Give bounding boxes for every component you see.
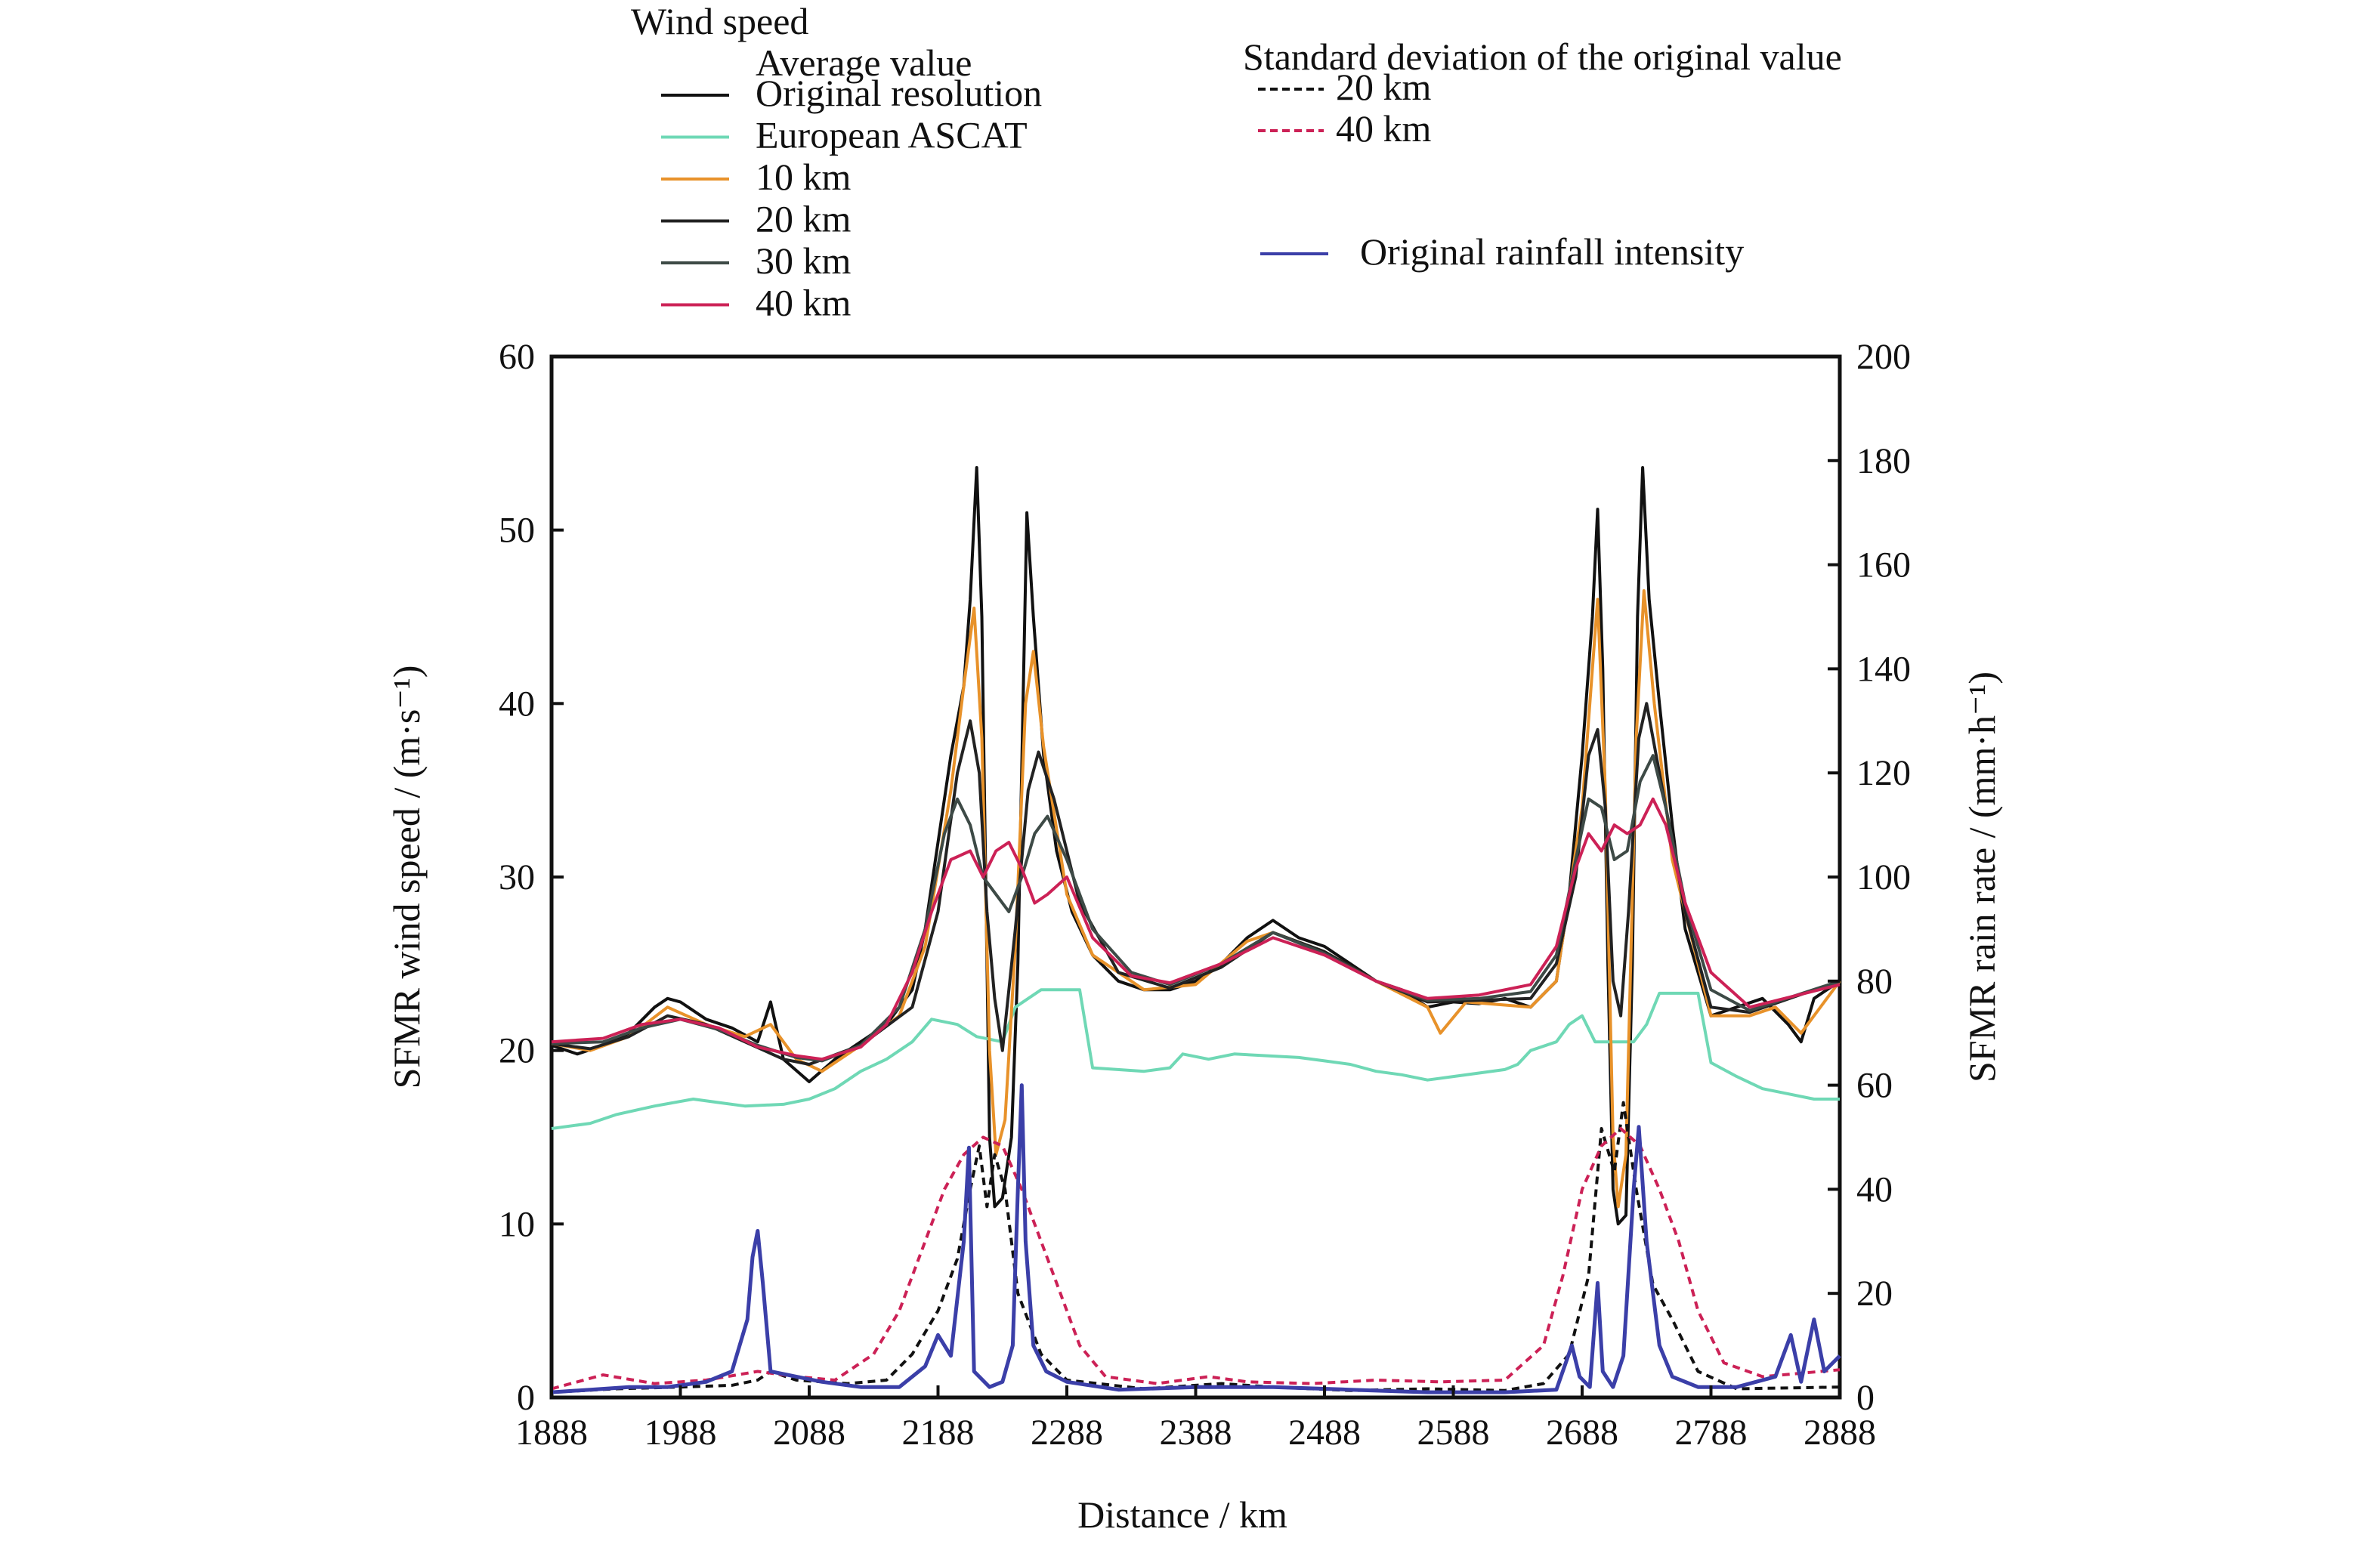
y-left-tick-label: 50 — [499, 511, 535, 551]
legend-label-std-40-km: 40 km — [1336, 107, 1432, 150]
y-left-tick-label: 10 — [499, 1204, 535, 1244]
x-axis: 1888 1988 2088 2188 2288 2388 2488 2588 2688 2788… — [515, 1385, 1876, 1453]
x-tick-label: 2788 — [1675, 1413, 1748, 1453]
x-tick-label: 1888 — [515, 1413, 588, 1453]
y-right-tick-label: 140 — [1856, 649, 1911, 689]
y-left-tick-label: 0 — [517, 1378, 535, 1418]
legend-label-avg-10-km: 10 km — [756, 156, 852, 198]
y-left-tick-label: 60 — [499, 337, 535, 377]
y-left-tick-label: 40 — [499, 684, 535, 724]
legend-label-avg-40-km: 40 km — [756, 282, 852, 324]
series-line-avg-10-km — [551, 589, 1841, 1209]
series-line-avg-20-km — [551, 702, 1841, 1066]
y-right-tick-label: 120 — [1856, 753, 1911, 793]
y-axis-right-label: SFMR rain rate / (mm·h⁻¹) — [1961, 672, 2003, 1082]
x-tick-label: 2888 — [1804, 1413, 1876, 1453]
y-axis-left: 0 10 20 30 40 50 60 — [499, 337, 564, 1418]
y-left-tick-label: 20 — [499, 1031, 535, 1071]
y-right-tick-label: 200 — [1856, 337, 1911, 377]
y-right-tick-label: 60 — [1856, 1066, 1893, 1106]
x-tick-label: 2688 — [1546, 1413, 1618, 1453]
series-line-avg-original-resolution — [551, 466, 1841, 1226]
series-line-std-20-km — [551, 1101, 1841, 1394]
y-right-tick-label: 0 — [1856, 1378, 1875, 1418]
series-line-avg-european-ascat — [551, 988, 1840, 1130]
y-right-tick-label: 80 — [1856, 962, 1893, 1002]
x-tick-label: 2188 — [902, 1413, 975, 1453]
y-right-tick-label: 100 — [1856, 857, 1911, 897]
y-left-tick-label: 30 — [499, 857, 535, 897]
legend-label-avg-european-ascat: European ASCAT — [756, 114, 1028, 156]
x-tick-label: 2588 — [1417, 1413, 1490, 1453]
y-axis-right: 0 20 40 60 80 100 120 140 160 180 200 — [1828, 337, 1911, 1418]
legend-avg-title: Average value — [756, 42, 972, 84]
x-tick-label: 2288 — [1031, 1413, 1103, 1453]
x-tick-label: 1988 — [644, 1413, 717, 1453]
y-right-tick-label: 180 — [1856, 441, 1911, 481]
y-right-tick-label: 160 — [1856, 545, 1911, 585]
x-tick-label: 2488 — [1288, 1413, 1361, 1453]
y-right-tick-label: 20 — [1856, 1274, 1893, 1314]
y-right-tick-label: 40 — [1856, 1169, 1893, 1209]
legend-group-title: Wind speed — [631, 0, 808, 42]
series-line-rain-original-rainfall-intensity — [551, 1083, 1841, 1394]
legend-label-avg-20-km: 20 km — [756, 198, 852, 240]
series-line-avg-30-km — [551, 754, 1841, 1063]
legend-label-rain-original-rainfall-intensity: Original rainfall intensity — [1360, 230, 1744, 273]
x-tick-label: 2088 — [773, 1413, 845, 1453]
legend-label-std-20-km: 20 km — [1336, 66, 1432, 108]
legend-label-avg-30-km: 30 km — [756, 239, 852, 282]
x-tick-label: 2388 — [1160, 1413, 1232, 1453]
series-line-avg-40-km — [551, 797, 1841, 1061]
legend-label-avg-original-resolution: Original resolution — [756, 72, 1042, 114]
legend: Wind speed Average value Standard deviat… — [631, 0, 1842, 324]
legend-rain-entry: Original rainfall intensity — [1260, 230, 1744, 273]
series-line-std-40-km — [551, 1127, 1841, 1391]
series-layer — [551, 466, 1841, 1394]
y-axis-left-label: SFMR wind speed / (m·s⁻¹) — [385, 666, 428, 1089]
x-axis-label: Distance / km — [1077, 1493, 1287, 1536]
legend-std-title: Standard deviation of the original value — [1243, 36, 1842, 78]
